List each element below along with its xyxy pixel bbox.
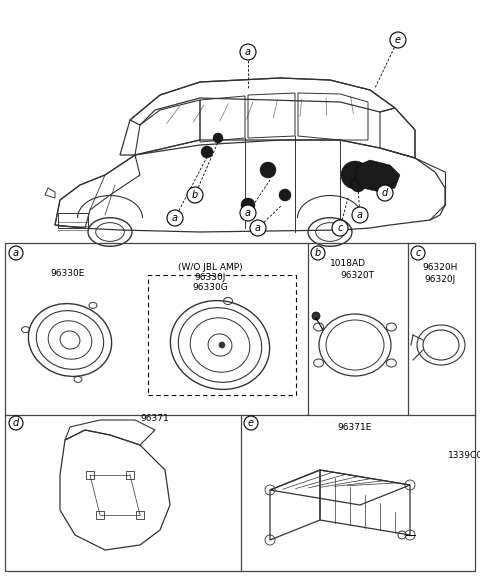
Circle shape [241, 198, 255, 212]
Text: 96330G: 96330G [192, 283, 228, 293]
Circle shape [377, 185, 393, 201]
Circle shape [311, 246, 325, 260]
Bar [86, 471, 94, 479]
Circle shape [240, 44, 256, 60]
Text: e: e [395, 35, 401, 45]
Circle shape [219, 342, 225, 348]
Text: d: d [13, 418, 19, 428]
Circle shape [351, 178, 365, 192]
Circle shape [250, 220, 266, 236]
Text: a: a [245, 47, 251, 57]
Bar [5, 243, 475, 571]
Text: 96330J: 96330J [194, 274, 226, 282]
Bar [136, 511, 144, 519]
Text: a: a [172, 213, 178, 223]
Text: e: e [248, 418, 254, 428]
Text: 1339CC: 1339CC [448, 450, 480, 460]
Text: 96320T: 96320T [340, 271, 374, 279]
Circle shape [187, 187, 203, 203]
Circle shape [312, 312, 320, 320]
Text: a: a [245, 208, 251, 218]
Circle shape [341, 161, 369, 189]
Bar [148, 275, 296, 395]
Circle shape [244, 416, 258, 430]
Text: c: c [337, 223, 343, 233]
Text: b: b [192, 190, 198, 200]
Text: (W/O JBL AMP): (W/O JBL AMP) [178, 263, 242, 271]
Circle shape [240, 205, 256, 221]
Text: 96371: 96371 [141, 414, 169, 423]
Bar [96, 511, 104, 519]
Text: a: a [13, 248, 19, 258]
Bar [58, 213, 88, 228]
Circle shape [201, 146, 213, 158]
Text: 96330E: 96330E [51, 268, 85, 278]
Circle shape [279, 189, 291, 201]
Text: 1018AD: 1018AD [330, 259, 366, 267]
Circle shape [390, 32, 406, 48]
Text: d: d [382, 188, 388, 198]
Circle shape [411, 246, 425, 260]
Polygon shape [355, 160, 400, 192]
Circle shape [352, 207, 368, 223]
Circle shape [167, 210, 183, 226]
Bar [126, 471, 134, 479]
Text: 96371E: 96371E [338, 423, 372, 432]
Text: 96320H: 96320H [422, 263, 458, 272]
Circle shape [213, 133, 223, 143]
Text: a: a [357, 210, 363, 220]
Text: b: b [315, 248, 321, 258]
Circle shape [260, 162, 276, 178]
Circle shape [9, 246, 23, 260]
Circle shape [9, 416, 23, 430]
Text: c: c [415, 248, 420, 258]
Circle shape [332, 220, 348, 236]
Text: a: a [255, 223, 261, 233]
Text: 96320J: 96320J [424, 275, 456, 283]
